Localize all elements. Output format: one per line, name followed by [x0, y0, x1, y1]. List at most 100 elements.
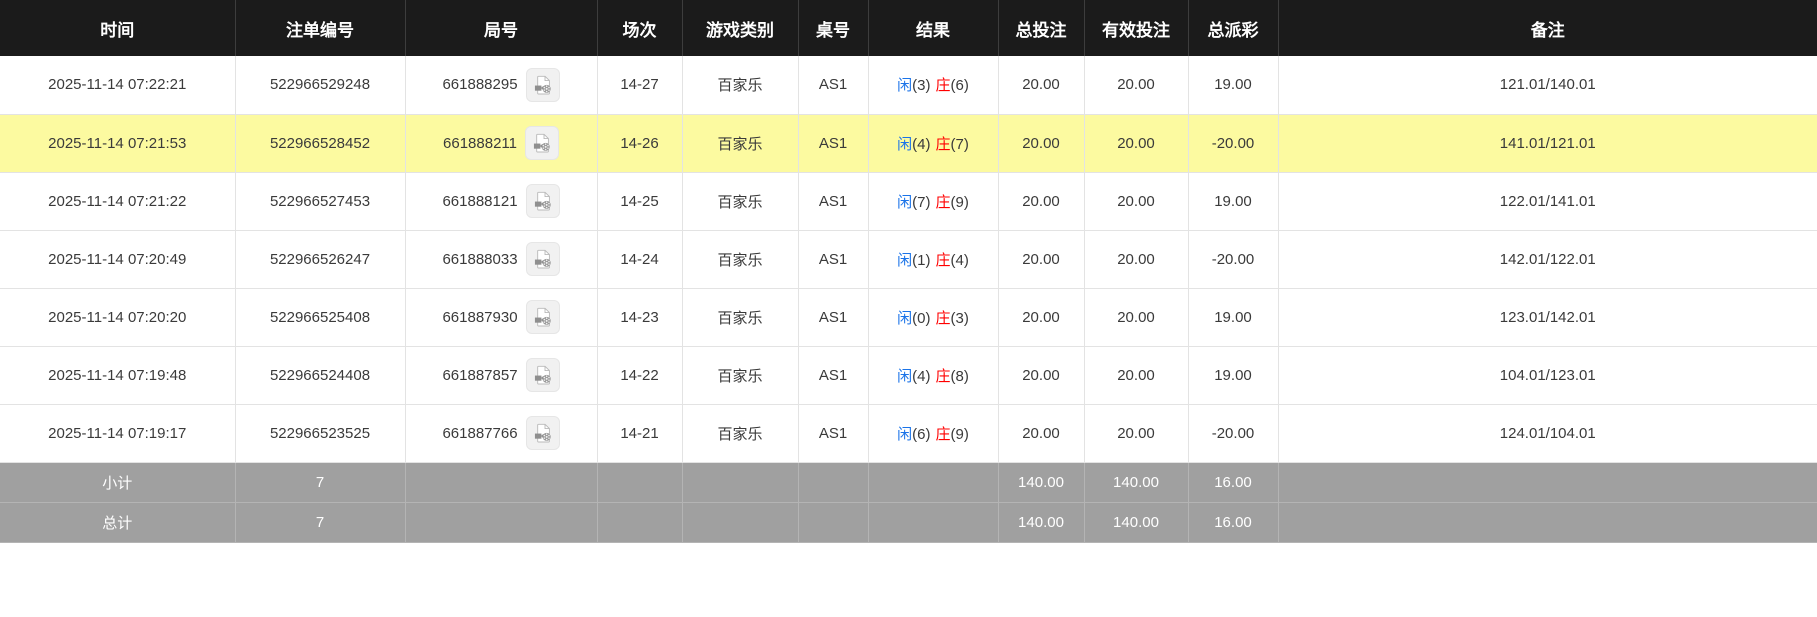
video-replay-icon[interactable] — [525, 416, 560, 450]
result-banker-label: 庄 — [935, 425, 951, 443]
result-banker-label: 庄 — [935, 135, 951, 153]
result-banker-label: 庄 — [935, 193, 951, 211]
column-header-valid_bet[interactable]: 有效投注 — [1084, 0, 1189, 56]
summary-result — [868, 502, 999, 543]
round-no-wrap: 661888033 — [442, 242, 560, 276]
cell-round-no: 661887930 — [405, 288, 598, 347]
video-replay-icon[interactable] — [525, 184, 560, 218]
round-no-text: 661887930 — [442, 308, 518, 326]
summary-remark — [1278, 462, 1817, 503]
column-header-game_type[interactable]: 游戏类别 — [682, 0, 799, 56]
result-banker-score: (4) — [950, 251, 969, 269]
table-header: 时间 注单编号 局号 场次 游戏类别 桌号 结果 总投注 有效投注 总派彩 备注 — [0, 0, 1817, 56]
summary-total-bet: 140.00 — [998, 462, 1085, 503]
cell-valid-bet: 20.00 — [1084, 56, 1189, 115]
result-player-label: 闲 — [897, 251, 913, 269]
column-header-bet_id[interactable]: 注单编号 — [235, 0, 406, 56]
cell-round-no: 661888211 — [405, 114, 598, 173]
cell-game-type: 百家乐 — [682, 288, 799, 347]
cell-round-no: 661888121 — [405, 172, 598, 231]
table-row[interactable]: 2025-11-14 07:20:49 522966526247 661888033… — [0, 230, 1817, 289]
cell-table-no: AS1 — [798, 404, 869, 463]
summary-game-type — [682, 502, 799, 543]
video-replay-icon[interactable] — [525, 358, 560, 392]
cell-valid-bet: 20.00 — [1084, 230, 1189, 289]
cell-result: 闲(4) 庄(7) — [868, 114, 999, 173]
cell-valid-bet: 20.00 — [1084, 172, 1189, 231]
table-row[interactable]: 2025-11-14 07:22:21 522966529248 661888295… — [0, 56, 1817, 115]
video-replay-icon[interactable] — [525, 242, 560, 276]
cell-valid-bet: 20.00 — [1084, 346, 1189, 405]
summary-total-bet: 140.00 — [998, 502, 1085, 543]
round-no-wrap: 661888211 — [443, 126, 559, 160]
cell-valid-bet: 20.00 — [1084, 288, 1189, 347]
column-header-remark[interactable]: 备注 — [1278, 0, 1817, 56]
table-header-row: 时间 注单编号 局号 场次 游戏类别 桌号 结果 总投注 有效投注 总派彩 备注 — [0, 0, 1817, 56]
result-player-score: (4) — [912, 367, 931, 385]
cell-result: 闲(6) 庄(9) — [868, 404, 999, 463]
table-row[interactable]: 2025-11-14 07:19:17 522966523525 661887766… — [0, 404, 1817, 463]
column-header-result[interactable]: 结果 — [868, 0, 999, 56]
cell-time: 2025-11-14 07:21:22 — [0, 172, 236, 231]
result-player-score: (4) — [912, 135, 931, 153]
cell-table-no: AS1 — [798, 346, 869, 405]
cell-round-no: 661887857 — [405, 346, 598, 405]
round-no-text: 661888033 — [442, 250, 518, 268]
cell-table-no: AS1 — [798, 288, 869, 347]
cell-payout: 19.00 — [1188, 288, 1279, 347]
cell-result: 闲(7) 庄(9) — [868, 172, 999, 231]
cell-result: 闲(0) 庄(3) — [868, 288, 999, 347]
cell-session: 14-26 — [597, 114, 683, 173]
result-banker-score: (8) — [950, 367, 969, 385]
round-no-text: 661888121 — [442, 192, 518, 210]
result-player-score: (6) — [912, 425, 931, 443]
summary-table-no — [798, 462, 869, 503]
cell-payout: 19.00 — [1188, 346, 1279, 405]
video-replay-icon[interactable] — [525, 67, 560, 102]
round-no-text: 661887857 — [442, 366, 518, 384]
cell-payout: -20.00 — [1188, 404, 1279, 463]
cell-bet-id: 522966523525 — [235, 404, 406, 463]
column-header-time[interactable]: 时间 — [0, 0, 236, 56]
cell-bet-id: 522966524408 — [235, 346, 406, 405]
cell-total-bet: 20.00 — [998, 56, 1085, 115]
result-player-score: (7) — [912, 193, 931, 211]
cell-total-bet: 20.00 — [998, 230, 1085, 289]
cell-remark: 104.01/123.01 — [1278, 346, 1817, 405]
cell-table-no: AS1 — [798, 230, 869, 289]
table-row[interactable]: 2025-11-14 07:20:20 522966525408 661887930… — [0, 288, 1817, 347]
summary-table-no — [798, 502, 869, 543]
video-replay-icon[interactable] — [524, 126, 559, 160]
result-banker-score: (9) — [950, 193, 969, 211]
video-replay-icon[interactable] — [525, 300, 560, 334]
round-no-text: 661888295 — [442, 76, 518, 94]
cell-remark: 142.01/122.01 — [1278, 230, 1817, 289]
summary-result — [868, 462, 999, 503]
table-row[interactable]: 2025-11-14 07:21:22 522966527453 661888121… — [0, 172, 1817, 231]
cell-remark: 123.01/142.01 — [1278, 288, 1817, 347]
cell-bet-id: 522966526247 — [235, 230, 406, 289]
cell-valid-bet: 20.00 — [1084, 114, 1189, 173]
cell-game-type: 百家乐 — [682, 346, 799, 405]
cell-game-type: 百家乐 — [682, 230, 799, 289]
column-header-session[interactable]: 场次 — [597, 0, 683, 56]
column-header-round_no[interactable]: 局号 — [405, 0, 598, 56]
result-player-label: 闲 — [897, 367, 913, 385]
cell-game-type: 百家乐 — [682, 114, 799, 173]
column-header-payout[interactable]: 总派彩 — [1188, 0, 1279, 56]
column-header-table_no[interactable]: 桌号 — [798, 0, 869, 56]
cell-session: 14-21 — [597, 404, 683, 463]
table-row[interactable]: 2025-11-14 07:21:53 522966528452 661888211… — [0, 114, 1817, 173]
cell-bet-id: 522966525408 — [235, 288, 406, 347]
column-header-total_bet[interactable]: 总投注 — [998, 0, 1085, 56]
cell-remark: 122.01/141.01 — [1278, 172, 1817, 231]
cell-session: 14-25 — [597, 172, 683, 231]
table-row[interactable]: 2025-11-14 07:19:48 522966524408 661887857… — [0, 346, 1817, 405]
cell-time: 2025-11-14 07:20:49 — [0, 230, 236, 289]
cell-total-bet: 20.00 — [998, 288, 1085, 347]
result-banker-label: 庄 — [935, 309, 951, 327]
cell-game-type: 百家乐 — [682, 172, 799, 231]
result-player-score: (3) — [912, 77, 931, 95]
round-no-wrap: 661887766 — [442, 416, 560, 450]
